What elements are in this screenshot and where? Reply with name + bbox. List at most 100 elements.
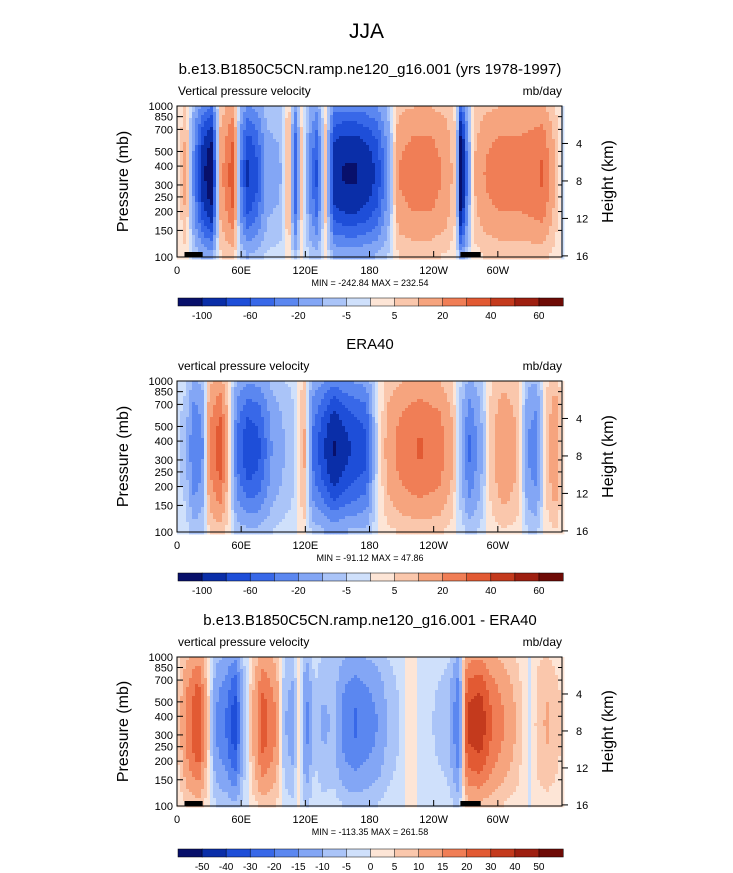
contour-cell <box>405 184 409 188</box>
contour-cell <box>396 223 400 227</box>
contour-cell <box>231 229 235 233</box>
contour-cell <box>252 178 256 182</box>
contour-cell <box>213 196 217 200</box>
contour-cell <box>306 163 310 167</box>
contour-cell <box>306 184 310 188</box>
contour-cell <box>255 238 259 242</box>
contour-cell <box>330 223 334 227</box>
contour-cell <box>264 208 268 212</box>
contour-cell <box>348 196 352 200</box>
contour-cell <box>459 163 463 167</box>
contour-cell <box>300 151 304 155</box>
contour-cell <box>405 169 409 173</box>
contour-cell <box>321 241 325 245</box>
contour-cell <box>318 241 322 245</box>
contour-cell <box>204 106 208 110</box>
contour-cell <box>390 241 394 245</box>
contour-cell <box>447 223 451 227</box>
contour-cell <box>369 115 373 119</box>
contour-cell <box>267 205 271 209</box>
contour-cell <box>207 142 211 146</box>
contour-cell <box>435 217 439 221</box>
contour-cell <box>177 112 181 116</box>
contour-cell <box>348 106 352 110</box>
contour-cell <box>393 184 397 188</box>
contour-cell <box>201 253 205 257</box>
contour-cell <box>207 235 211 239</box>
contour-cell <box>228 199 232 203</box>
contour-cell <box>225 190 229 194</box>
contour-cell <box>345 235 349 239</box>
contour-cell <box>375 166 379 170</box>
contour-cell <box>297 256 301 260</box>
contour-cell <box>198 220 202 224</box>
contour-cell <box>468 241 472 245</box>
contour-cell <box>177 157 181 161</box>
contour-cell <box>372 247 376 251</box>
contour-cell <box>264 238 268 242</box>
contour-cell <box>324 112 328 116</box>
contour-cell <box>465 166 469 170</box>
contour-cell <box>342 187 346 191</box>
contour-cell <box>387 124 391 128</box>
contour-cell <box>201 178 205 182</box>
contour-cell <box>219 226 223 230</box>
contour-cell <box>276 217 280 221</box>
contour-cell <box>405 124 409 128</box>
contour-cell <box>270 217 274 221</box>
contour-cell <box>381 109 385 113</box>
contour-cell <box>177 193 181 197</box>
contour-cell <box>294 241 298 245</box>
contour-cell <box>192 205 196 209</box>
contour-cell <box>396 148 400 152</box>
contour-cell <box>279 127 283 131</box>
contour-cell <box>459 178 463 182</box>
contour-cell <box>180 232 184 236</box>
contour-cell <box>420 181 424 185</box>
contour-cell <box>468 247 472 251</box>
contour-cell <box>291 154 295 158</box>
contour-cell <box>291 187 295 191</box>
contour-cell <box>441 178 445 182</box>
contour-cell <box>318 148 322 152</box>
contour-cell <box>420 106 424 110</box>
contour-cell <box>309 118 313 122</box>
contour-cell <box>429 181 433 185</box>
contour-cell <box>258 154 262 158</box>
contour-cell <box>249 166 253 170</box>
contour-cell <box>195 124 199 128</box>
contour-cell <box>453 142 457 146</box>
contour-cell <box>414 241 418 245</box>
contour-cell <box>204 145 208 149</box>
contour-cell <box>420 157 424 161</box>
contour-cell <box>351 193 355 197</box>
contour-cell <box>249 151 253 155</box>
contour-cell <box>234 187 238 191</box>
contour-cell <box>417 241 421 245</box>
contour-cell <box>309 121 313 125</box>
contour-cell <box>195 217 199 221</box>
contour-cell <box>210 205 214 209</box>
contour-cell <box>336 121 340 125</box>
contour-cell <box>438 133 442 137</box>
contour-cell <box>414 133 418 137</box>
contour-cell <box>465 229 469 233</box>
contour-cell <box>201 196 205 200</box>
contour-cell <box>294 154 298 158</box>
contour-cell <box>285 199 289 203</box>
contour-cell <box>411 106 415 110</box>
contour-cell <box>234 172 238 176</box>
contour-cell <box>330 109 334 113</box>
contour-cell <box>336 139 340 143</box>
contour-cell <box>288 115 292 119</box>
contour-cell <box>297 241 301 245</box>
contour-cell <box>369 139 373 143</box>
contour-cell <box>318 256 322 260</box>
contour-cell <box>228 127 232 131</box>
contour-cell <box>468 199 472 203</box>
contour-cell <box>321 217 325 221</box>
contour-cell <box>189 205 193 209</box>
contour-cell <box>279 235 283 239</box>
contour-cell <box>297 166 301 170</box>
contour-cell <box>216 193 220 197</box>
